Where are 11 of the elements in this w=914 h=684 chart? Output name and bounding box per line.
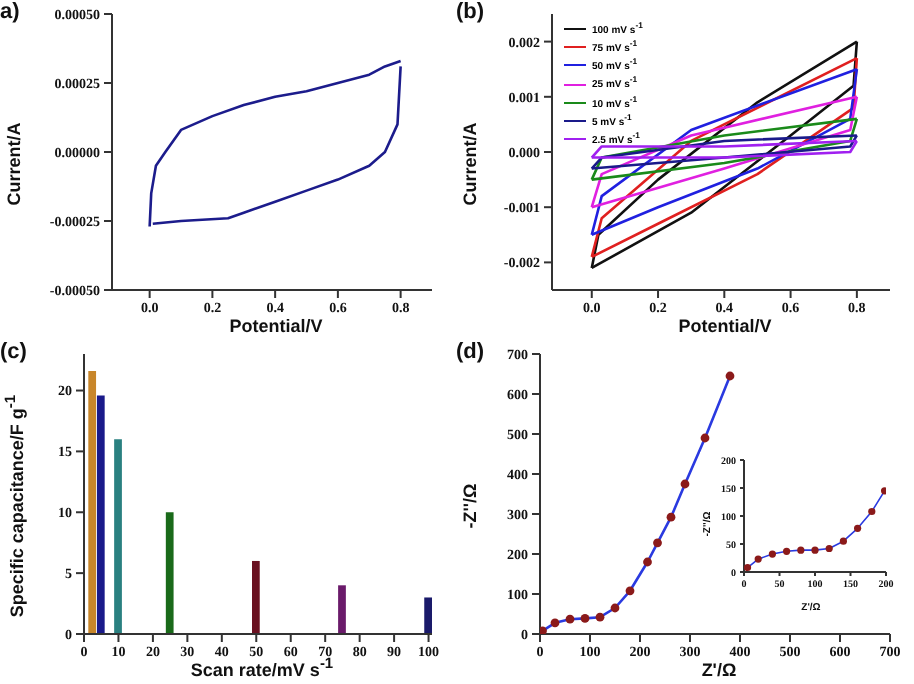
x-axis-title: Potential/V — [676, 316, 774, 336]
chart-title: a) — [0, 0, 20, 24]
x-axis-title: Potential/V — [227, 316, 325, 336]
chart-title: (c) — [0, 340, 27, 364]
y-axis-title: -Z''/Ω — [460, 483, 480, 529]
chart-title: (b) — [456, 0, 485, 24]
x-axis-title: Z'/Ω — [699, 660, 739, 680]
chart-title: (d) — [456, 340, 485, 364]
x-axis-title: Scan rate/mV s$^{-1}$ — [190, 654, 334, 680]
y-axis-title: Current/A — [4, 122, 24, 206]
y-axis-title: Current/A — [460, 122, 480, 206]
